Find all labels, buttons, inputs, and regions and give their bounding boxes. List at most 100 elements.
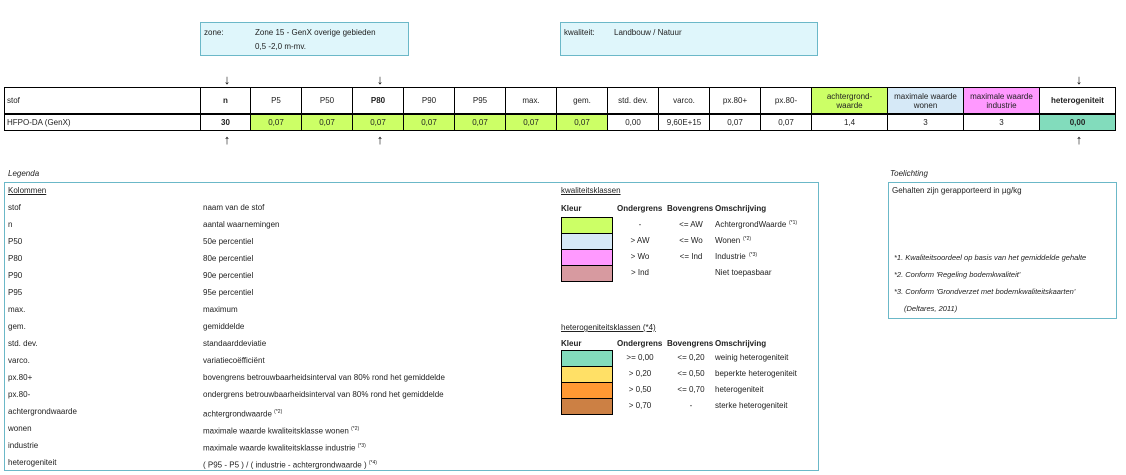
class-lower-bound: - xyxy=(638,220,642,229)
quality-label: kwaliteit: xyxy=(564,28,595,37)
legend-desc: 50e percentiel xyxy=(203,236,253,248)
arrow-up-icon: ↑ xyxy=(223,132,231,147)
cell-achtergrondwaarde: 1,4 xyxy=(811,113,888,131)
class-lower-bound: > 0,50 xyxy=(628,385,652,394)
class-lower-bound: > Ind xyxy=(630,268,649,277)
legend-desc: standaarddeviatie xyxy=(203,338,266,350)
cell-n: 30 xyxy=(200,113,251,131)
hc-header-omschrijving: Omschrijving xyxy=(715,339,767,348)
header-max-industrie: maximale waarde industrie xyxy=(963,87,1040,115)
hc-header-kleur: Kleur xyxy=(561,339,582,348)
header-px80-plus: px.80+ xyxy=(709,87,761,115)
legend-desc-text: standaarddeviatie xyxy=(203,339,267,348)
results-table: stof n P5 P50 P80 P90 P95 max. gem. std.… xyxy=(4,87,1116,131)
cell-p90: 0,07 xyxy=(403,113,455,131)
legend-key: n xyxy=(8,220,13,229)
class-lower-bound: > Wo xyxy=(630,252,650,261)
hc-header-bovengrens: Bovengrens xyxy=(667,339,714,348)
header-px80-min: px.80- xyxy=(760,87,812,115)
legend-desc: achtergrondwaarde (*2) xyxy=(203,406,282,421)
table-row: HFPO-DA (GenX) 30 0,07 0,07 0,07 0,07 0,… xyxy=(4,113,1116,131)
legend-key: varco. xyxy=(8,356,30,365)
cell-p50: 0,07 xyxy=(301,113,353,131)
legend-desc-text: bovengrens betrouwbaarheidsinterval van … xyxy=(203,373,445,382)
legend-key: P50 xyxy=(8,237,23,246)
header-stof: stof xyxy=(4,87,201,115)
qc-header-ondergrens: Ondergrens xyxy=(617,204,663,213)
cell-std-dev: 0,00 xyxy=(607,113,659,131)
color-swatch xyxy=(561,217,613,234)
legend-desc-text: gemiddelde xyxy=(203,322,245,331)
legend-desc: maximum xyxy=(203,304,238,316)
legend-note: (*3) xyxy=(357,443,366,449)
color-swatch xyxy=(561,265,613,282)
legend-desc-text: aantal waarnemingen xyxy=(203,220,280,229)
legend-desc-text: 90e percentiel xyxy=(203,271,254,280)
legend-desc: 80e percentiel xyxy=(203,253,253,265)
header-gem: gem. xyxy=(556,87,608,115)
class-upper-bound: <= Wo xyxy=(679,236,703,245)
legend-title: Legenda xyxy=(8,169,40,178)
hc-header-ondergrens: Ondergrens xyxy=(617,339,663,348)
legend-desc: aantal waarnemingen xyxy=(203,219,280,231)
hetero-classes-title: heterogeniteitsklassen (*4) xyxy=(561,323,656,332)
class-note: (*1) xyxy=(789,220,798,226)
header-std-dev: std. dev. xyxy=(607,87,659,115)
cell-p5: 0,07 xyxy=(250,113,302,131)
legend-desc: 95e percentiel xyxy=(203,287,253,299)
legend-key: px.80+ xyxy=(8,373,33,382)
legend-key: std. dev. xyxy=(8,339,38,348)
class-lower-bound: > AW xyxy=(630,236,650,245)
class-description: Wonen xyxy=(715,236,741,245)
qc-header-kleur: Kleur xyxy=(561,204,582,213)
cell-max-wonen: 3 xyxy=(887,113,964,131)
legend-key: wonen xyxy=(8,424,32,433)
zone-value: Zone 15 - GenX overige gebieden xyxy=(255,28,376,37)
legend-desc-text: maximum xyxy=(203,305,238,314)
cell-gem: 0,07 xyxy=(556,113,608,131)
class-description: beperkte heterogeniteit xyxy=(715,369,797,378)
header-n: n xyxy=(200,87,251,115)
legend-desc: variatiecoëfficiënt xyxy=(203,355,265,367)
cell-varco: 9,60E+15 xyxy=(658,113,710,131)
toelichting-title: Toelichting xyxy=(890,169,928,178)
class-description: AchtergrondWaarde xyxy=(715,220,787,229)
class-description: sterke heterogeniteit xyxy=(715,401,788,410)
cell-stof: HFPO-DA (GenX) xyxy=(4,113,201,131)
legend-desc-text: achtergrondwaarde xyxy=(203,409,272,419)
legend-key: gem. xyxy=(8,322,26,331)
cell-px80-plus: 0,07 xyxy=(709,113,761,131)
toelichting-note-4: (Deltares, 2011) xyxy=(904,304,958,313)
toelichting-note-1: *1. Kwaliteitsoordeel op basis van het g… xyxy=(894,253,1087,262)
zone-depth: 0,5 -2,0 m-mv. xyxy=(255,42,306,51)
cell-max-industrie: 3 xyxy=(963,113,1040,131)
cell-max: 0,07 xyxy=(505,113,557,131)
class-upper-bound: - xyxy=(689,401,693,410)
class-upper-bound: <= AW xyxy=(679,220,703,229)
cell-p95: 0,07 xyxy=(454,113,506,131)
legend-note: (*2) xyxy=(351,426,360,432)
header-p80: P80 xyxy=(352,87,404,115)
quality-value: Landbouw / Natuur xyxy=(614,28,682,37)
header-p50: P50 xyxy=(301,87,353,115)
legend-desc-text: naam van de stof xyxy=(203,203,265,212)
toelichting-text: Gehalten zijn gerapporteerd in µg/kg xyxy=(892,186,1022,195)
class-upper-bound: <= Ind xyxy=(679,252,703,261)
zone-box: zone: Zone 15 - GenX overige gebieden 0,… xyxy=(200,22,409,56)
header-p90: P90 xyxy=(403,87,455,115)
legend-key: achtergrondwaarde xyxy=(8,407,77,416)
header-p5: P5 xyxy=(250,87,302,115)
arrow-down-icon: ↓ xyxy=(1075,72,1083,87)
legend-desc: ( P95 - P5 ) / ( industrie - achtergrond… xyxy=(203,457,377,472)
legend-desc: 90e percentiel xyxy=(203,270,253,282)
class-description: weinig heterogeniteit xyxy=(715,353,789,362)
class-upper-bound: <= 0,50 xyxy=(677,369,705,378)
legend-desc-text: ondergrens betrouwbaarheidsinterval van … xyxy=(203,390,444,399)
legend-desc-text: 50e percentiel xyxy=(203,237,254,246)
class-upper-bound: <= 0,70 xyxy=(677,385,705,394)
toelichting-box: Gehalten zijn gerapporteerd in µg/kg *1.… xyxy=(888,182,1117,319)
class-note: (*3) xyxy=(749,252,758,258)
legend-note: (*4) xyxy=(368,460,377,466)
legend-key: px.80- xyxy=(8,390,31,399)
arrow-down-icon: ↓ xyxy=(223,72,231,87)
